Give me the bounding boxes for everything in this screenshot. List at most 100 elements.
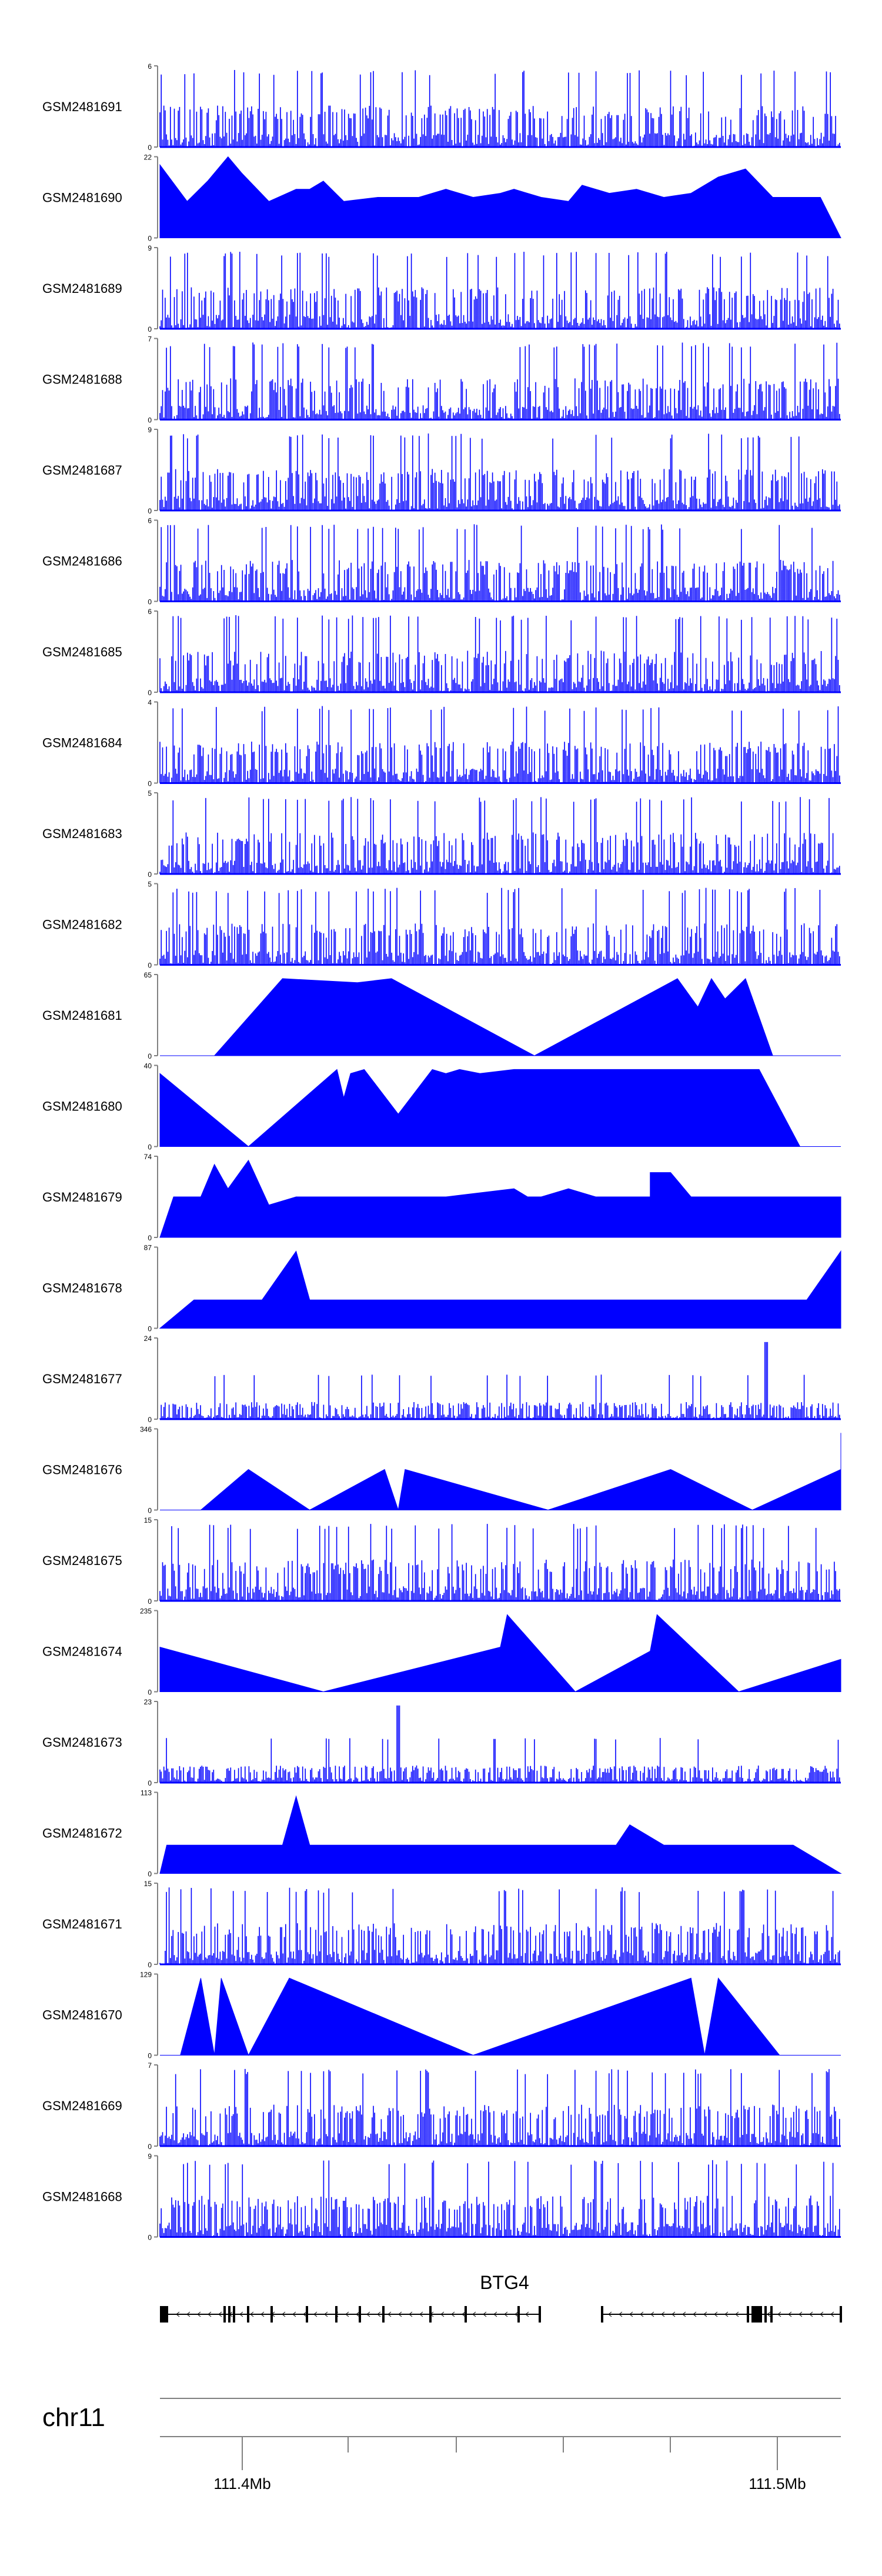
strand-arrow bbox=[661, 2311, 665, 2317]
ymax-label: 6 bbox=[148, 517, 152, 525]
gene-exon bbox=[306, 2306, 308, 2323]
track-label: GSM2481681 bbox=[42, 1008, 122, 1023]
track-GSM2481668: GSM2481668 9 0 bbox=[42, 2153, 841, 2242]
coverage-area bbox=[160, 977, 841, 1056]
track-GSM2481683: GSM2481683 5 0 bbox=[42, 789, 841, 879]
strand-arrow bbox=[229, 2311, 233, 2317]
coverage-area bbox=[160, 1977, 841, 2056]
strand-arrow bbox=[356, 2311, 360, 2317]
coverage-bars bbox=[159, 433, 840, 510]
track-GSM2481678: GSM2481678 87 0 bbox=[42, 1244, 841, 1333]
coverage-area bbox=[159, 1069, 841, 1147]
strand-arrow bbox=[504, 2311, 508, 2317]
track-label: GSM2481676 bbox=[42, 1463, 122, 1477]
track-GSM2481672: GSM2481672 113 0 bbox=[42, 1789, 842, 1878]
track-GSM2481691: GSM2481691 6 0 bbox=[42, 62, 841, 152]
gene-exon bbox=[517, 2306, 520, 2323]
strand-arrow bbox=[313, 2311, 318, 2317]
strand-arrow bbox=[714, 2311, 718, 2317]
strand-arrow bbox=[746, 2311, 750, 2317]
strand-arrow bbox=[271, 2311, 275, 2317]
coverage-bars bbox=[159, 615, 840, 692]
ymax-label: 74 bbox=[144, 1153, 152, 1161]
ymax-label: 6 bbox=[148, 608, 152, 616]
track-GSM2481684: GSM2481684 4 0 bbox=[42, 699, 841, 788]
strand-arrow bbox=[451, 2311, 455, 2317]
ymax-label: 6 bbox=[148, 62, 152, 71]
ymin-label: 0 bbox=[148, 870, 152, 879]
coverage-bars bbox=[159, 797, 840, 874]
coverage-area bbox=[159, 1614, 841, 1693]
track-label: GSM2481680 bbox=[42, 1099, 122, 1114]
coverage-bars bbox=[159, 524, 840, 602]
ymin-label: 0 bbox=[148, 507, 152, 515]
strand-arrow bbox=[809, 2311, 813, 2317]
strand-arrow bbox=[282, 2311, 286, 2317]
strand-arrow bbox=[440, 2311, 445, 2317]
track-label: GSM2481682 bbox=[42, 917, 122, 932]
ymax-label: 129 bbox=[140, 1971, 152, 1979]
track-label: GSM2481686 bbox=[42, 554, 122, 569]
ymin-label: 0 bbox=[148, 1325, 152, 1333]
ymin-label: 0 bbox=[148, 780, 152, 788]
strand-arrow bbox=[366, 2311, 370, 2317]
coverage-bars bbox=[159, 342, 840, 420]
track-GSM2481673: GSM2481673 23 0 bbox=[42, 1698, 841, 1787]
track-label: GSM2481670 bbox=[42, 2008, 122, 2023]
strand-arrow bbox=[324, 2311, 328, 2317]
strand-arrow bbox=[756, 2311, 760, 2317]
coverage-bars bbox=[159, 252, 840, 329]
track-GSM2481676: GSM2481676 346 0 bbox=[42, 1426, 841, 1515]
strand-arrow bbox=[703, 2311, 707, 2317]
ymin-label: 0 bbox=[148, 1234, 152, 1242]
strand-arrow bbox=[483, 2311, 487, 2317]
ymax-label: 4 bbox=[148, 699, 152, 707]
strand-arrow bbox=[250, 2311, 254, 2317]
strand-arrow bbox=[735, 2311, 739, 2317]
track-GSM2481679: GSM2481679 74 0 bbox=[42, 1153, 841, 1242]
axis-tick-label: 111.4Mb bbox=[213, 2475, 270, 2492]
gene-exon bbox=[382, 2306, 385, 2323]
ymin-label: 0 bbox=[148, 235, 152, 243]
track-GSM2481687: GSM2481687 9 0 bbox=[42, 426, 841, 515]
gene-exon bbox=[747, 2306, 749, 2323]
axis-tick-label: 111.5Mb bbox=[749, 2475, 806, 2492]
ymax-label: 23 bbox=[144, 1698, 152, 1706]
gene-exon bbox=[465, 2306, 467, 2323]
gene-exon bbox=[233, 2306, 235, 2323]
chromosome-label: chr11 bbox=[42, 2403, 105, 2432]
track-GSM2481674: GSM2481674 235 0 bbox=[42, 1607, 841, 1697]
ymax-label: 9 bbox=[148, 426, 152, 434]
strand-arrow bbox=[640, 2311, 644, 2317]
track-label: GSM2481668 bbox=[42, 2190, 122, 2204]
ymin-label: 0 bbox=[148, 1416, 152, 1424]
coverage-area bbox=[160, 1433, 841, 1511]
track-GSM2481681: GSM2481681 65 0 bbox=[42, 971, 841, 1060]
strand-arrow bbox=[767, 2311, 771, 2317]
strand-arrow bbox=[830, 2311, 834, 2317]
track-label: GSM2481677 bbox=[42, 1372, 122, 1386]
track-GSM2481671: GSM2481671 15 0 bbox=[42, 1880, 841, 1969]
coverage-bars bbox=[159, 887, 840, 965]
strand-arrow bbox=[777, 2311, 781, 2317]
ymax-label: 9 bbox=[148, 244, 152, 252]
track-label: GSM2481689 bbox=[42, 281, 122, 296]
gene-exon bbox=[751, 2306, 754, 2323]
strand-arrow bbox=[218, 2311, 222, 2317]
strand-arrow bbox=[197, 2311, 201, 2317]
ymin-label: 0 bbox=[148, 1689, 152, 1697]
strand-arrow bbox=[239, 2311, 243, 2317]
track-GSM2481688: GSM2481688 7 0 bbox=[42, 335, 841, 425]
strand-arrow bbox=[303, 2311, 307, 2317]
track-GSM2481689: GSM2481689 9 0 bbox=[42, 244, 841, 333]
ymin-label: 0 bbox=[148, 2234, 152, 2242]
ymax-label: 40 bbox=[144, 1062, 152, 1070]
coverage-area bbox=[159, 1795, 842, 1874]
track-label: GSM2481683 bbox=[42, 826, 122, 841]
strand-arrow bbox=[292, 2311, 296, 2317]
gene-exon bbox=[539, 2306, 541, 2323]
strand-arrow bbox=[260, 2311, 265, 2317]
ymax-label: 65 bbox=[144, 971, 152, 979]
strand-arrow bbox=[208, 2311, 212, 2317]
track-label: GSM2481691 bbox=[42, 99, 122, 114]
